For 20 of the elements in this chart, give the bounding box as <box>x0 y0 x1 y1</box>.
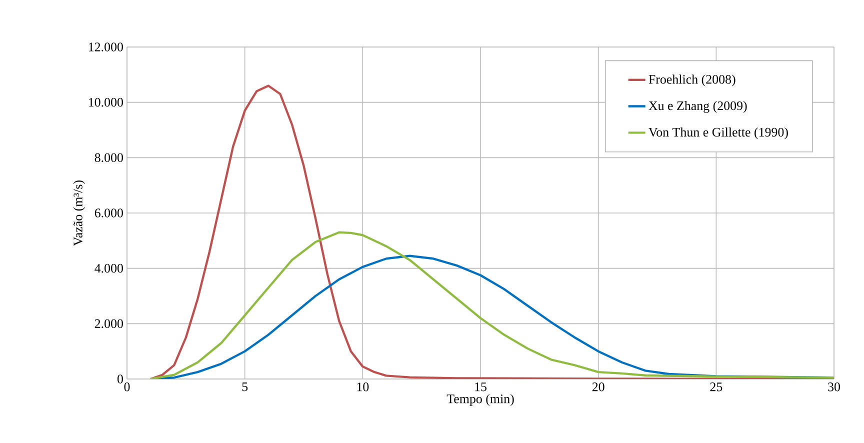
x-tick-label: 25 <box>710 382 722 392</box>
x-tick-label: 20 <box>592 382 604 392</box>
y-tick-label: 2.000 <box>94 319 123 328</box>
legend-label: Froehlich (2008) <box>648 74 736 86</box>
x-tick-label: 0 <box>124 382 130 392</box>
y-tick-label: 8.000 <box>94 153 123 162</box>
y-axis-title: Vazão (m³/s) <box>73 180 85 246</box>
y-tick-label: 12.000 <box>89 42 123 52</box>
y-tick-label: 6.000 <box>94 208 123 218</box>
x-tick-label: 15 <box>475 382 486 392</box>
line-series <box>149 84 834 379</box>
x-tick-label: 30 <box>828 382 840 392</box>
legend-label: Xu e Zhang (2009) <box>648 101 747 113</box>
y-tick-label: 10.000 <box>89 98 123 107</box>
x-tick-label: 10 <box>357 382 369 392</box>
y-tick-label: 0 <box>118 374 123 384</box>
x-axis-title: Tempo (min) <box>446 394 514 406</box>
x-tick-label: 5 <box>242 382 248 392</box>
legend-label: Von Thun e Gillette (1990) <box>648 127 788 140</box>
y-tick-label: 4.000 <box>94 264 123 273</box>
